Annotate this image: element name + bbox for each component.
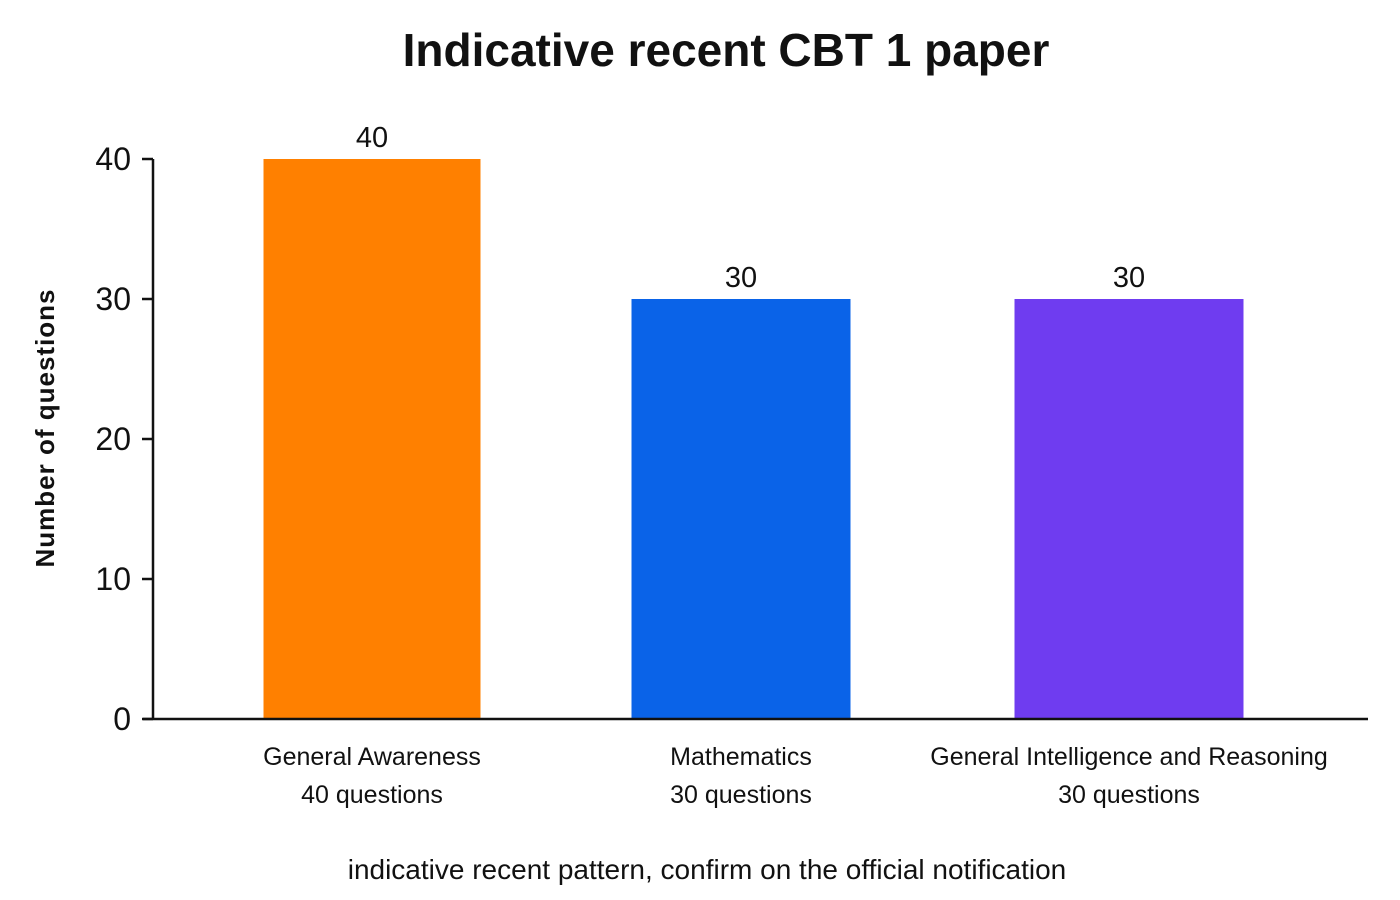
category-label: Mathematics (670, 743, 812, 771)
bar-value-label: 30 (725, 262, 757, 294)
category-sublabel: 30 questions (1058, 781, 1200, 809)
category-labels-group: General Awareness 40 questions Mathematics… (263, 743, 1328, 809)
y-tick-label: 0 (113, 701, 131, 737)
bar-value-label: 40 (356, 122, 388, 154)
bar (631, 299, 851, 719)
chart-note: indicative recent pattern, confirm on th… (348, 854, 1067, 885)
data-labels-group: 40 30 30 (356, 122, 1145, 294)
y-tick-label: 20 (95, 421, 131, 457)
bar (1014, 299, 1244, 719)
category-sublabel: 40 questions (301, 781, 443, 809)
chart-title: Indicative recent CBT 1 paper (403, 24, 1050, 76)
y-tick-label: 10 (95, 561, 131, 597)
y-tick-label: 40 (95, 141, 131, 177)
category-label: General Awareness (263, 743, 481, 771)
bar (263, 159, 481, 719)
y-tick-label: 30 (95, 281, 131, 317)
y-axis-label: Number of questions (30, 288, 60, 567)
bar-value-label: 30 (1113, 262, 1145, 294)
bars-group (263, 159, 1244, 719)
category-label: General Intelligence and Reasoning (930, 743, 1328, 771)
category-sublabel: 30 questions (670, 781, 812, 809)
y-axis-ticks: 0 10 20 30 40 (95, 141, 153, 737)
